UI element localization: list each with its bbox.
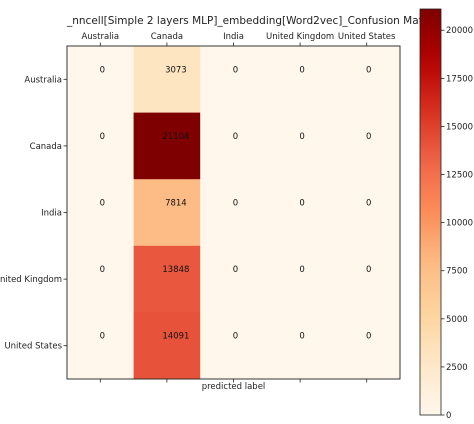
colorbar-tick-label: 7500 <box>446 267 468 277</box>
x-tick-label: India <box>223 32 244 42</box>
cell-value-label: 0 <box>100 65 105 75</box>
cell-value-label: 0 <box>233 199 238 209</box>
heatmap-cell <box>266 179 334 247</box>
x-tick-label: United Kingdom <box>266 32 334 42</box>
y-tick-label: Canada <box>30 142 62 152</box>
heatmap-cell <box>133 245 201 313</box>
colorbar-tick-label: 0 <box>446 411 451 421</box>
cell-value-label: 0 <box>366 65 371 75</box>
heatmap-cell <box>266 245 334 313</box>
heatmap-cell <box>333 46 401 113</box>
cell-value-label: 0 <box>233 65 238 75</box>
colorbar-tick-label: 10000 <box>446 219 473 229</box>
heatmap-cell <box>200 245 268 313</box>
colorbar-tick-label: 2500 <box>446 363 468 373</box>
heatmap-cell <box>67 112 134 180</box>
colorbar-tick-label: 12500 <box>446 171 473 181</box>
cell-value-label: 0 <box>366 132 371 142</box>
heatmap-cell <box>266 312 334 380</box>
y-tick-label: Australia <box>24 75 62 85</box>
heatmap-cell <box>67 179 134 247</box>
x-tick-label: Canada <box>151 32 183 42</box>
colorbar-tick-label: 5000 <box>446 315 468 325</box>
heatmap-cell <box>200 46 268 113</box>
cell-value-label: 0 <box>100 199 105 209</box>
heatmap-cell <box>266 46 334 113</box>
chart-title: _nncell[Simple 2 layers MLP]_embedding[W… <box>67 15 437 27</box>
heatmap-cell <box>133 46 201 113</box>
cell-value-label: 13848 <box>162 265 189 275</box>
heatmap-cell <box>67 312 134 380</box>
cell-value-label: 7814 <box>165 199 187 209</box>
colorbar-tick-label: 17500 <box>446 74 473 84</box>
heatmap-cell <box>133 179 201 247</box>
cell-value-label: 0 <box>100 332 105 342</box>
heatmap-cell <box>133 312 201 380</box>
cell-value-label: 0 <box>299 132 304 142</box>
colorbar-tick-label: 15000 <box>446 122 473 132</box>
x-tick-label: United States <box>338 32 396 42</box>
cell-value-label: 0 <box>366 199 371 209</box>
heatmap-cell <box>266 112 334 180</box>
y-tick-label: United Kingdom <box>0 275 62 285</box>
cell-value-label: 14091 <box>162 332 189 342</box>
heatmap-cell <box>200 112 268 180</box>
y-tick-label: United States <box>4 342 62 352</box>
cell-value-label: 21104 <box>162 132 189 142</box>
x-tick-label: Australia <box>81 32 119 42</box>
cell-value-label: 0 <box>100 265 105 275</box>
x-axis-label: predicted label <box>202 382 266 392</box>
heatmap-cell <box>67 46 134 113</box>
heatmap-cell <box>333 245 401 313</box>
colorbar-tick-label: 20000 <box>446 26 473 36</box>
cell-value-label: 0 <box>233 332 238 342</box>
cell-value-label: 0 <box>366 265 371 275</box>
cell-value-label: 3073 <box>165 65 187 75</box>
colorbar <box>419 8 442 416</box>
heatmap-cell <box>333 312 401 380</box>
cell-value-label: 0 <box>299 199 304 209</box>
cell-value-label: 0 <box>233 265 238 275</box>
cell-value-label: 0 <box>299 332 304 342</box>
cell-value-label: 0 <box>299 265 304 275</box>
heatmap-cell <box>67 245 134 313</box>
heatmap-cell <box>133 112 201 180</box>
y-tick-label: India <box>41 209 62 219</box>
cell-value-label: 0 <box>366 332 371 342</box>
heatmap-cell <box>200 312 268 380</box>
cell-value-label: 0 <box>100 132 105 142</box>
heatmap-cell <box>333 112 401 180</box>
heatmap-cell <box>200 179 268 247</box>
heatmap-cell <box>333 179 401 247</box>
cell-value-label: 0 <box>233 132 238 142</box>
cell-value-label: 0 <box>299 65 304 75</box>
